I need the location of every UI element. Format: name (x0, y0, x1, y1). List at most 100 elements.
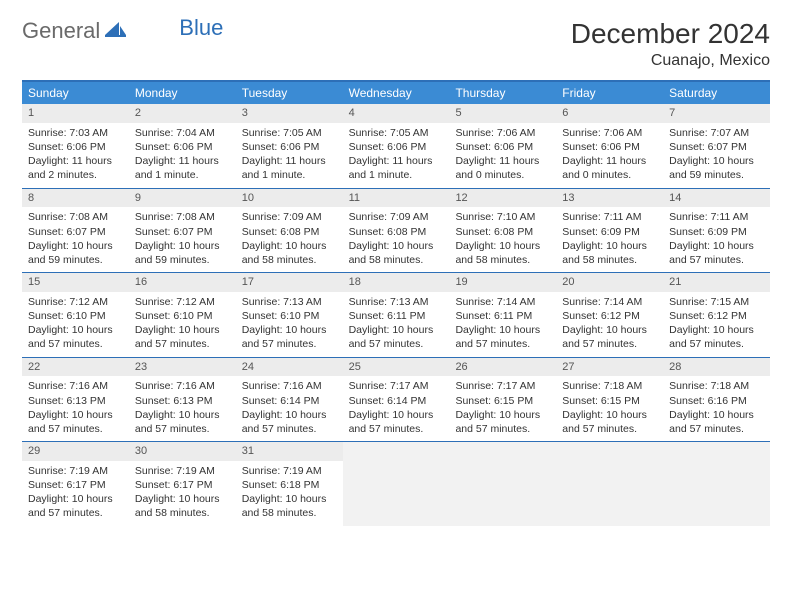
day-header: Saturday (663, 82, 770, 104)
week-row: 15Sunrise: 7:12 AMSunset: 6:10 PMDayligh… (22, 272, 770, 357)
weeks-container: 1Sunrise: 7:03 AMSunset: 6:06 PMDaylight… (22, 104, 770, 526)
day-number: 23 (129, 358, 236, 377)
daylight-line: Daylight: 10 hours and 57 minutes. (562, 408, 657, 436)
day-cell: 5Sunrise: 7:06 AMSunset: 6:06 PMDaylight… (449, 104, 556, 188)
day-cell: 24Sunrise: 7:16 AMSunset: 6:14 PMDayligh… (236, 358, 343, 442)
sunset-line: Sunset: 6:11 PM (455, 309, 550, 323)
sunset-line: Sunset: 6:10 PM (135, 309, 230, 323)
day-cell: 18Sunrise: 7:13 AMSunset: 6:11 PMDayligh… (343, 273, 450, 357)
week-row: 29Sunrise: 7:19 AMSunset: 6:17 PMDayligh… (22, 441, 770, 526)
day-cell: 10Sunrise: 7:09 AMSunset: 6:08 PMDayligh… (236, 189, 343, 273)
day-number: 18 (343, 273, 450, 292)
logo-text-blue: Blue (179, 15, 223, 41)
day-cell: 29Sunrise: 7:19 AMSunset: 6:17 PMDayligh… (22, 442, 129, 526)
logo-text-general: General (22, 18, 100, 44)
day-cell: 3Sunrise: 7:05 AMSunset: 6:06 PMDaylight… (236, 104, 343, 188)
sunrise-line: Sunrise: 7:19 AM (242, 464, 337, 478)
day-header: Wednesday (343, 82, 450, 104)
day-cell: 16Sunrise: 7:12 AMSunset: 6:10 PMDayligh… (129, 273, 236, 357)
day-cell: 19Sunrise: 7:14 AMSunset: 6:11 PMDayligh… (449, 273, 556, 357)
day-body: Sunrise: 7:09 AMSunset: 6:08 PMDaylight:… (343, 207, 450, 272)
day-cell: 20Sunrise: 7:14 AMSunset: 6:12 PMDayligh… (556, 273, 663, 357)
day-cell: 7Sunrise: 7:07 AMSunset: 6:07 PMDaylight… (663, 104, 770, 188)
day-body: Sunrise: 7:14 AMSunset: 6:11 PMDaylight:… (449, 292, 556, 357)
sunrise-line: Sunrise: 7:19 AM (28, 464, 123, 478)
sunset-line: Sunset: 6:08 PM (455, 225, 550, 239)
title-block: December 2024 Cuanajo, Mexico (571, 18, 770, 70)
daylight-line: Daylight: 10 hours and 57 minutes. (28, 323, 123, 351)
sunrise-line: Sunrise: 7:05 AM (242, 126, 337, 140)
sunset-line: Sunset: 6:06 PM (28, 140, 123, 154)
sunrise-line: Sunrise: 7:15 AM (669, 295, 764, 309)
day-cell: 8Sunrise: 7:08 AMSunset: 6:07 PMDaylight… (22, 189, 129, 273)
day-number: 6 (556, 104, 663, 123)
day-cell: 26Sunrise: 7:17 AMSunset: 6:15 PMDayligh… (449, 358, 556, 442)
day-number: 12 (449, 189, 556, 208)
day-body: Sunrise: 7:11 AMSunset: 6:09 PMDaylight:… (556, 207, 663, 272)
sunset-line: Sunset: 6:08 PM (349, 225, 444, 239)
sunset-line: Sunset: 6:14 PM (242, 394, 337, 408)
day-number: 1 (22, 104, 129, 123)
sunset-line: Sunset: 6:16 PM (669, 394, 764, 408)
day-body: Sunrise: 7:14 AMSunset: 6:12 PMDaylight:… (556, 292, 663, 357)
sunrise-line: Sunrise: 7:11 AM (669, 210, 764, 224)
day-body: Sunrise: 7:08 AMSunset: 6:07 PMDaylight:… (129, 207, 236, 272)
daylight-line: Daylight: 11 hours and 0 minutes. (455, 154, 550, 182)
day-body: Sunrise: 7:19 AMSunset: 6:18 PMDaylight:… (236, 461, 343, 526)
day-cell: 23Sunrise: 7:16 AMSunset: 6:13 PMDayligh… (129, 358, 236, 442)
day-number: 21 (663, 273, 770, 292)
day-number: 27 (556, 358, 663, 377)
daylight-line: Daylight: 10 hours and 57 minutes. (349, 408, 444, 436)
sunrise-line: Sunrise: 7:04 AM (135, 126, 230, 140)
daylight-line: Daylight: 10 hours and 58 minutes. (135, 492, 230, 520)
day-number: 30 (129, 442, 236, 461)
sunset-line: Sunset: 6:14 PM (349, 394, 444, 408)
day-body: Sunrise: 7:09 AMSunset: 6:08 PMDaylight:… (236, 207, 343, 272)
week-row: 22Sunrise: 7:16 AMSunset: 6:13 PMDayligh… (22, 357, 770, 442)
day-header-row: SundayMondayTuesdayWednesdayThursdayFrid… (22, 82, 770, 104)
sunset-line: Sunset: 6:07 PM (669, 140, 764, 154)
daylight-line: Daylight: 10 hours and 57 minutes. (242, 408, 337, 436)
daylight-line: Daylight: 10 hours and 57 minutes. (455, 408, 550, 436)
sunset-line: Sunset: 6:06 PM (455, 140, 550, 154)
day-body: Sunrise: 7:03 AMSunset: 6:06 PMDaylight:… (22, 123, 129, 188)
day-body: Sunrise: 7:15 AMSunset: 6:12 PMDaylight:… (663, 292, 770, 357)
day-number: 26 (449, 358, 556, 377)
daylight-line: Daylight: 11 hours and 0 minutes. (562, 154, 657, 182)
daylight-line: Daylight: 10 hours and 57 minutes. (242, 323, 337, 351)
day-cell: 6Sunrise: 7:06 AMSunset: 6:06 PMDaylight… (556, 104, 663, 188)
sunrise-line: Sunrise: 7:08 AM (28, 210, 123, 224)
sunrise-line: Sunrise: 7:09 AM (349, 210, 444, 224)
day-cell: 22Sunrise: 7:16 AMSunset: 6:13 PMDayligh… (22, 358, 129, 442)
location-label: Cuanajo, Mexico (571, 52, 770, 70)
daylight-line: Daylight: 11 hours and 1 minute. (242, 154, 337, 182)
day-number: 13 (556, 189, 663, 208)
sunset-line: Sunset: 6:09 PM (669, 225, 764, 239)
day-number: 10 (236, 189, 343, 208)
sunset-line: Sunset: 6:18 PM (242, 478, 337, 492)
daylight-line: Daylight: 10 hours and 57 minutes. (135, 408, 230, 436)
day-body: Sunrise: 7:08 AMSunset: 6:07 PMDaylight:… (22, 207, 129, 272)
day-number: 22 (22, 358, 129, 377)
day-cell: 27Sunrise: 7:18 AMSunset: 6:15 PMDayligh… (556, 358, 663, 442)
day-body: Sunrise: 7:17 AMSunset: 6:14 PMDaylight:… (343, 376, 450, 441)
day-body: Sunrise: 7:04 AMSunset: 6:06 PMDaylight:… (129, 123, 236, 188)
day-body: Sunrise: 7:18 AMSunset: 6:16 PMDaylight:… (663, 376, 770, 441)
sunset-line: Sunset: 6:17 PM (28, 478, 123, 492)
day-body: Sunrise: 7:13 AMSunset: 6:10 PMDaylight:… (236, 292, 343, 357)
day-body: Sunrise: 7:19 AMSunset: 6:17 PMDaylight:… (22, 461, 129, 526)
sunset-line: Sunset: 6:10 PM (242, 309, 337, 323)
sunrise-line: Sunrise: 7:09 AM (242, 210, 337, 224)
week-row: 1Sunrise: 7:03 AMSunset: 6:06 PMDaylight… (22, 104, 770, 188)
sunrise-line: Sunrise: 7:12 AM (135, 295, 230, 309)
sunset-line: Sunset: 6:17 PM (135, 478, 230, 492)
day-number: 3 (236, 104, 343, 123)
day-body: Sunrise: 7:06 AMSunset: 6:06 PMDaylight:… (449, 123, 556, 188)
daylight-line: Daylight: 10 hours and 58 minutes. (242, 239, 337, 267)
day-number: 16 (129, 273, 236, 292)
day-number: 17 (236, 273, 343, 292)
sunset-line: Sunset: 6:15 PM (455, 394, 550, 408)
sunrise-line: Sunrise: 7:17 AM (349, 379, 444, 393)
sunrise-line: Sunrise: 7:07 AM (669, 126, 764, 140)
day-number: 14 (663, 189, 770, 208)
